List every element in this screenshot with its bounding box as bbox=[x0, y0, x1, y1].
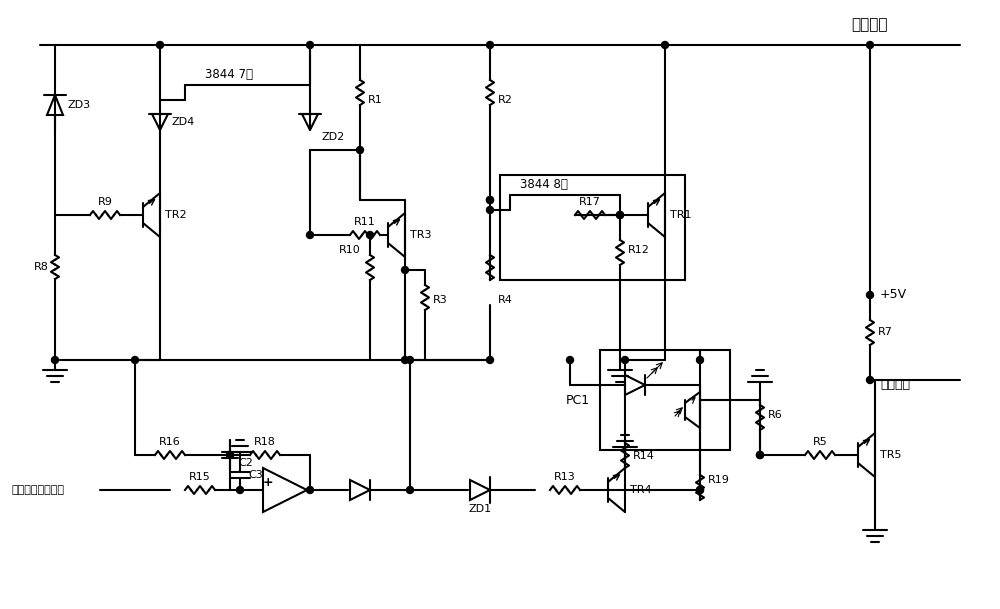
Text: ZD4: ZD4 bbox=[172, 117, 195, 127]
Text: TR5: TR5 bbox=[880, 450, 902, 460]
Text: R14: R14 bbox=[633, 451, 655, 461]
Text: TR2: TR2 bbox=[165, 210, 187, 220]
Circle shape bbox=[52, 356, 58, 364]
Text: R13: R13 bbox=[554, 472, 576, 482]
Bar bbox=[500, 175, 685, 280]
Text: R10: R10 bbox=[339, 245, 361, 255]
Circle shape bbox=[486, 356, 494, 364]
Circle shape bbox=[616, 211, 624, 219]
Text: 驱动电源: 驱动电源 bbox=[852, 18, 888, 32]
Text: TR3: TR3 bbox=[410, 230, 432, 240]
Circle shape bbox=[866, 292, 874, 298]
Circle shape bbox=[757, 451, 764, 459]
Circle shape bbox=[696, 487, 704, 493]
Text: R3: R3 bbox=[433, 295, 448, 305]
Text: R17: R17 bbox=[579, 197, 601, 207]
Text: ZD3: ZD3 bbox=[67, 100, 90, 110]
Circle shape bbox=[486, 206, 494, 214]
Circle shape bbox=[486, 41, 494, 49]
Circle shape bbox=[486, 197, 494, 203]
Text: C3: C3 bbox=[248, 470, 263, 480]
Text: R15: R15 bbox=[189, 472, 211, 482]
Text: PC1: PC1 bbox=[566, 393, 590, 406]
Circle shape bbox=[402, 267, 409, 273]
Text: R19: R19 bbox=[708, 475, 730, 485]
Circle shape bbox=[662, 41, 668, 49]
Circle shape bbox=[866, 41, 874, 49]
Text: R8: R8 bbox=[34, 262, 48, 272]
Text: 3844 7脚: 3844 7脚 bbox=[205, 68, 253, 82]
Text: ZD1: ZD1 bbox=[468, 504, 492, 514]
Text: ZD2: ZD2 bbox=[322, 132, 345, 142]
Text: R12: R12 bbox=[628, 245, 650, 255]
Circle shape bbox=[406, 487, 414, 493]
Circle shape bbox=[866, 376, 874, 384]
Circle shape bbox=[306, 487, 314, 493]
Circle shape bbox=[402, 356, 409, 364]
Text: R6: R6 bbox=[768, 410, 783, 420]
Text: R16: R16 bbox=[159, 437, 181, 447]
Circle shape bbox=[566, 356, 574, 364]
Text: +: + bbox=[263, 476, 273, 488]
Circle shape bbox=[406, 356, 414, 364]
Text: R7: R7 bbox=[878, 327, 893, 337]
Circle shape bbox=[237, 487, 244, 493]
Text: R11: R11 bbox=[354, 217, 376, 227]
Circle shape bbox=[757, 451, 764, 459]
Text: 3844 8脚: 3844 8脚 bbox=[520, 178, 568, 191]
Circle shape bbox=[156, 41, 164, 49]
Circle shape bbox=[616, 211, 624, 219]
Circle shape bbox=[486, 197, 494, 203]
Text: TR1: TR1 bbox=[670, 210, 692, 220]
Bar bbox=[600, 350, 730, 450]
Circle shape bbox=[356, 147, 364, 153]
Circle shape bbox=[306, 231, 314, 239]
Text: R9: R9 bbox=[98, 197, 112, 207]
Text: R1: R1 bbox=[368, 95, 383, 105]
Text: R18: R18 bbox=[254, 437, 276, 447]
Circle shape bbox=[696, 487, 704, 493]
Circle shape bbox=[696, 356, 704, 364]
Text: 保护输出: 保护输出 bbox=[880, 379, 910, 392]
Circle shape bbox=[226, 451, 234, 459]
Circle shape bbox=[622, 356, 629, 364]
Circle shape bbox=[132, 356, 138, 364]
Text: 母线电流采样输入: 母线电流采样输入 bbox=[12, 485, 65, 495]
Text: R5: R5 bbox=[813, 437, 827, 447]
Circle shape bbox=[366, 231, 374, 239]
Text: TR4: TR4 bbox=[630, 485, 652, 495]
Text: +5V: +5V bbox=[880, 289, 907, 301]
Text: R4: R4 bbox=[498, 295, 513, 305]
Text: C2: C2 bbox=[238, 458, 253, 468]
Circle shape bbox=[226, 451, 234, 459]
Circle shape bbox=[306, 41, 314, 49]
Text: R2: R2 bbox=[498, 95, 513, 105]
